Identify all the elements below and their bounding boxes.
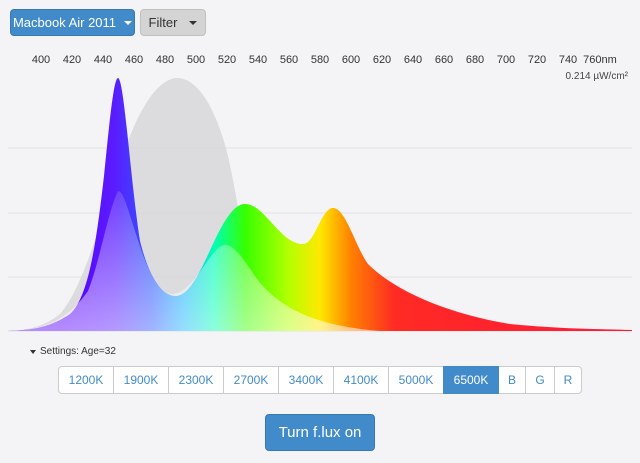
measured-spectrum	[8, 78, 632, 331]
axis-tick-label: 440	[93, 54, 113, 66]
axis-tick-label: 680	[465, 54, 485, 66]
spectrum-chart	[8, 77, 632, 332]
axis-tick-label: 500	[186, 54, 206, 66]
turn-flux-on-label: Turn f.lux on	[278, 424, 362, 441]
device-select-label: Macbook Air 2011	[12, 15, 117, 30]
temperature-option-1200k[interactable]: 1200K	[58, 366, 114, 394]
axis-tick-label: 480	[155, 54, 175, 66]
temperature-option-2700k[interactable]: 2700K	[223, 366, 279, 394]
settings-toggle[interactable]: Settings: Age=32	[30, 346, 116, 357]
temperature-option-6500k[interactable]: 6500K	[443, 366, 499, 394]
temperature-option-r[interactable]: R	[554, 366, 582, 394]
temperature-option-g[interactable]: G	[525, 366, 555, 394]
axis-tick-label: 720	[527, 54, 547, 66]
axis-tick-label: 540	[248, 54, 268, 66]
filter-label: Filter	[148, 15, 178, 30]
axis-tick-label: 520	[217, 54, 237, 66]
turn-flux-on-button[interactable]: Turn f.lux on	[265, 414, 375, 451]
measured-spectrum-lower	[8, 191, 380, 331]
temperature-option-b[interactable]: B	[498, 366, 526, 394]
axis-tick-label: 420	[62, 54, 82, 66]
device-select-button[interactable]: Macbook Air 2011	[10, 9, 135, 36]
temperature-option-3400k[interactable]: 3400K	[278, 366, 334, 394]
axis-tick-label: 560	[279, 54, 299, 66]
caret-down-icon	[30, 349, 36, 354]
caret-down-icon	[124, 20, 133, 25]
axis-tick-label: 460	[124, 54, 144, 66]
max-intensity-readout: 0.214 µW/cm²	[565, 71, 628, 82]
color-temperature-group: 1200K 1900K 2300K 2700K 3400K 4100K 5000K 6500K…	[58, 366, 582, 394]
axis-tick-label: 580	[310, 54, 330, 66]
filter-button[interactable]: Filter	[140, 9, 206, 36]
axis-tick-label: 700	[496, 54, 516, 66]
axis-tick-label: 600	[341, 54, 361, 66]
axis-tick-label: 740	[558, 54, 578, 66]
axis-tick-label: 400	[31, 54, 51, 66]
axis-tick-label: 620	[372, 54, 392, 66]
axis-tick-label: 760nm	[583, 54, 617, 66]
temperature-option-2300k[interactable]: 2300K	[168, 366, 224, 394]
temperature-option-1900k[interactable]: 1900K	[113, 366, 169, 394]
settings-label: Settings: Age=32	[40, 346, 116, 357]
temperature-option-5000k[interactable]: 5000K	[388, 366, 444, 394]
temperature-option-4100k[interactable]: 4100K	[333, 366, 389, 394]
axis-tick-label: 640	[403, 54, 423, 66]
axis-tick-label: 660	[434, 54, 454, 66]
caret-down-icon	[189, 20, 198, 25]
